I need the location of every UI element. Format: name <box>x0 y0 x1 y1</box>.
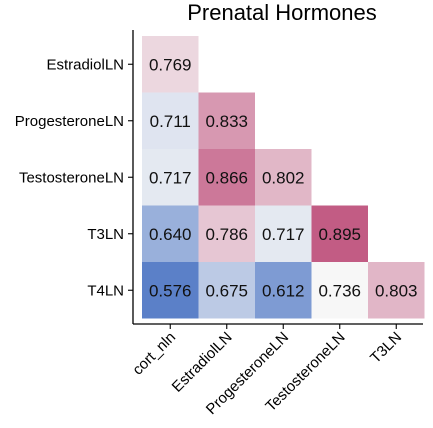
cell-value-label: 0.833 <box>205 112 248 131</box>
heatmap-cell <box>255 149 312 206</box>
heatmap-cell <box>142 36 199 93</box>
y-tick-labels: EstradiolLN ProgesteroneLN TestosteroneLN T… <box>15 56 133 299</box>
heatmap-cell <box>311 205 368 262</box>
heatmap-cell <box>255 262 312 319</box>
y-tick-label: T4LN <box>87 282 124 299</box>
cell-value-label: 0.675 <box>205 281 248 300</box>
heatmap-cell <box>255 205 312 262</box>
cell-value-label: 0.711 <box>150 112 191 131</box>
heatmap-cell <box>142 149 199 206</box>
heatmap-cell <box>198 262 255 319</box>
cell-value-label: 0.717 <box>262 225 305 244</box>
heatmap-cell <box>311 262 368 319</box>
cell-value-label: 0.866 <box>205 168 248 187</box>
cell-value-label: 0.895 <box>318 225 361 244</box>
heatmap-cell <box>142 92 199 149</box>
x-tick-label: T3LN <box>367 329 405 367</box>
y-tick-label: T3LN <box>87 226 124 243</box>
cell-value-label: 0.717 <box>149 168 192 187</box>
cell-value-label: 0.769 <box>149 55 192 74</box>
cell-value-label: 0.803 <box>375 281 418 300</box>
x-tick-label: cort_nln <box>129 329 179 379</box>
heatmap-cell <box>142 205 199 262</box>
y-tick-label: EstradiolLN <box>46 56 124 73</box>
heatmap-cell <box>368 262 425 319</box>
cell-value-label: 0.640 <box>149 225 192 244</box>
heatmap-cell <box>198 149 255 206</box>
x-tick-labels: cort_nlnEstradiolLNProgesteroneLNTestost… <box>129 324 405 418</box>
heatmap-cell <box>198 92 255 149</box>
cell-value-label: 0.802 <box>262 168 305 187</box>
heatmap-cell <box>198 205 255 262</box>
y-tick-label: TestosteroneLN <box>19 169 124 186</box>
heatmap-cell <box>142 262 199 319</box>
cell-value-label: 0.786 <box>205 225 248 244</box>
cell-value-label: 0.736 <box>318 281 361 300</box>
y-tick-label: ProgesteroneLN <box>15 113 124 130</box>
cell-value-label: 0.576 <box>149 281 192 300</box>
chart-title: Prenatal Hormones <box>187 0 377 25</box>
heatmap-cells: 0.769 0.711 0.833 0.717 0.866 0.802 0.640 0.786… <box>142 36 425 319</box>
cell-value-label: 0.612 <box>262 281 305 300</box>
